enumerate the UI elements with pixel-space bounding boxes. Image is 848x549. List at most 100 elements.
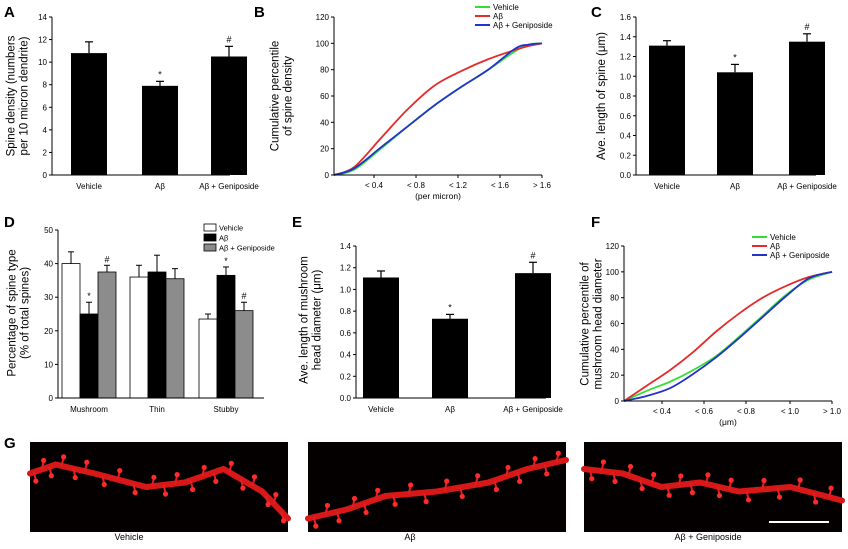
chart-D-ytick-label: 10 xyxy=(44,360,53,369)
spine-head-1 xyxy=(392,501,398,507)
chart-C-ytick-label: 1.0 xyxy=(620,72,632,81)
chart-A-bar xyxy=(71,53,107,175)
chart-C-ytick-label: 1.4 xyxy=(620,33,632,42)
spine-head-0 xyxy=(265,501,271,508)
chart-C-ytick-label: 0.0 xyxy=(620,171,632,180)
panel-letter-G: G xyxy=(4,435,16,452)
chart-B-xtick-label: < 1.2 xyxy=(449,181,468,190)
chart-D-legend-label: Aβ xyxy=(219,234,229,243)
chart-B-series-line xyxy=(333,42,543,176)
chart-A-ytick-label: 12 xyxy=(38,36,47,45)
chart-A-ytick-label: 10 xyxy=(38,58,47,67)
chart-C-ytick-label: 0.2 xyxy=(620,151,632,160)
chart-D-ytick-label: 0 xyxy=(49,394,54,403)
chart-A-category-label: Aβ + Geniposide xyxy=(199,182,259,191)
chart-A-category-label: Aβ xyxy=(155,182,165,191)
spine-head-2 xyxy=(666,492,672,498)
chart-F-ytick-label: 0 xyxy=(615,397,620,406)
chart-B-ylabel-1: of spine density xyxy=(283,56,295,136)
chart-E-ytick-label: 0.2 xyxy=(340,372,352,381)
chart-B-ytick-label: 40 xyxy=(320,118,329,127)
chart-A-ylabel-1: per 10 micron dendrite) xyxy=(19,36,31,155)
chart-D-bar xyxy=(147,271,167,399)
spine-head-2 xyxy=(728,477,734,483)
chart-C-category-label: Aβ xyxy=(730,182,740,191)
chart-D-bar xyxy=(61,263,81,399)
chart-A-bar xyxy=(142,85,178,175)
chart-A-sig-label: # xyxy=(226,34,231,44)
chart-B-xtick-label: < 0.4 xyxy=(365,181,384,190)
chart-E-category-label: Aβ + Geniposide xyxy=(503,405,563,414)
chart-C-category-label: Vehicle xyxy=(654,182,680,191)
chart-A-ytick-label: 6 xyxy=(43,103,48,112)
panel-letter-D: D xyxy=(4,214,15,231)
chart-D-bar xyxy=(165,278,185,399)
spine-head-0 xyxy=(240,485,246,491)
chart-B-xtick-label: > 1.6 xyxy=(533,181,552,190)
spine-head-1 xyxy=(336,518,342,524)
chart-A-ytick-label: 2 xyxy=(43,148,48,157)
chart-D-category-label: Mushroom xyxy=(70,405,108,414)
chart-E-ytick-label: 0.6 xyxy=(340,329,352,338)
chart-C-ytick-label: 1.2 xyxy=(620,53,632,62)
chart-E-ytick-label: 1.4 xyxy=(340,242,352,251)
chart-E-ytick-label: 1.2 xyxy=(340,264,352,273)
chart-E-ytick-label: 0.8 xyxy=(340,307,352,316)
dendrite-1 xyxy=(305,457,569,522)
chart-D-bar xyxy=(216,274,236,399)
chart-A-category-label: Vehicle xyxy=(76,182,102,191)
spine-head-2 xyxy=(612,478,618,484)
chart-E-bar xyxy=(515,273,551,398)
spine-head-1 xyxy=(505,464,511,471)
chart-C-ytick-label: 0.6 xyxy=(620,112,632,121)
spine-head-1 xyxy=(532,456,538,462)
chart-E-ytick-label: 0.0 xyxy=(340,394,352,403)
chart-F-xtick-label: < 0.8 xyxy=(737,407,756,416)
chart-D-legend-swatch xyxy=(203,243,217,252)
chart-B-ytick-label: 20 xyxy=(320,145,329,154)
chart-B-xtick-label: < 0.8 xyxy=(407,181,426,190)
chart-F-ytick-label: 20 xyxy=(610,371,619,380)
chart-B-ytick-label: 80 xyxy=(320,66,329,75)
chart-B-ylabel-0: Cumulative percentile xyxy=(270,41,282,152)
micrograph-1 xyxy=(308,442,566,532)
chart-E-bar xyxy=(363,277,399,398)
spine-head-2 xyxy=(828,485,834,491)
chart-D-bar xyxy=(97,271,117,399)
chart-A-ylabel-0: Spine density (numbers xyxy=(6,35,18,156)
chart-D-legend-swatch xyxy=(203,233,217,242)
spine-head-1 xyxy=(444,478,450,484)
chart-A-ytick-label: 4 xyxy=(43,126,48,135)
chart-D-legend-swatch xyxy=(203,223,217,232)
chart-D-ytick-label: 20 xyxy=(44,327,53,336)
spine-head-2 xyxy=(639,485,645,492)
spine-head-0 xyxy=(174,472,180,478)
spine-head-2 xyxy=(761,477,767,484)
chart-D-sig-label: # xyxy=(104,254,109,264)
chart-B-legend-label: Vehicle xyxy=(493,3,519,12)
spine-head-1 xyxy=(351,495,358,502)
panel-letter-C: C xyxy=(591,4,602,21)
spine-head-1 xyxy=(517,478,523,484)
spine-head-0 xyxy=(41,457,47,464)
spine-head-0 xyxy=(132,490,138,496)
spine-head-2 xyxy=(716,492,723,499)
chart-F-legend-label: Aβ xyxy=(770,242,780,251)
chart-D-ylabel-0: Percentage of spine type xyxy=(7,249,19,376)
chart-F-legend-label: Vehicle xyxy=(770,233,796,242)
chart-F-ylabel-0: Cumulative percentile of xyxy=(580,262,592,386)
spine-head-0 xyxy=(151,474,157,480)
chart-B-legend-label: Aβ xyxy=(493,12,503,21)
chart-B-series-line xyxy=(333,42,543,176)
panel-letter-E: E xyxy=(292,214,302,231)
chart-C-ylabel-0: Ave. length of spine (μm) xyxy=(596,32,608,160)
chart-F-legend-label: Aβ + Geniposide xyxy=(770,251,830,260)
spine-head-1 xyxy=(459,493,465,500)
spine-head-0 xyxy=(101,481,107,488)
chart-E-ylabel-1: head diameter (μm) xyxy=(312,270,324,371)
chart-F-ytick-label: 120 xyxy=(606,242,620,251)
chart-F-xtick-label: < 1.0 xyxy=(781,407,800,416)
spine-head-1 xyxy=(555,450,561,456)
chart-C-sig-label: * xyxy=(733,52,737,62)
chart-B-ytick-label: 120 xyxy=(316,13,330,22)
